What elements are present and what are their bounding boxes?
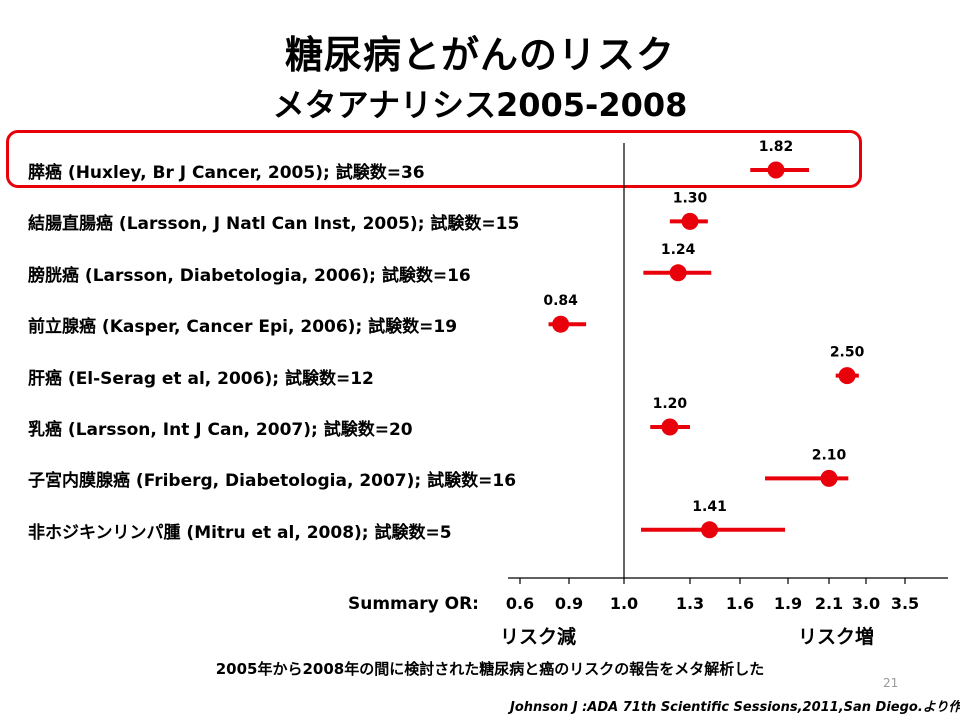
page-number: 21 (883, 676, 899, 690)
study-citation: (Huxley, Br J Cancer, 2005); 試験数=36 (67, 163, 425, 183)
x-tick-label: 1.0 (610, 594, 638, 613)
axis-prefix-label: Summary OR: (348, 594, 479, 614)
odds-ratio-label: 1.30 (673, 190, 708, 206)
study-citation: (Kasper, Cancer Epi, 2006); 試験数=19 (101, 317, 458, 338)
x-tick-label: 1.9 (774, 594, 802, 613)
odds-ratio-label: 2.10 (812, 447, 847, 463)
x-tick-label: 2.1 (815, 594, 843, 613)
cancer-type-name: 結腸直腸癌 (28, 214, 119, 235)
odds-ratio-point (552, 315, 570, 333)
odds-ratio-label: 1.82 (759, 139, 794, 155)
odds-ratio-label: 1.20 (653, 396, 688, 412)
cancer-type-name: 前立腺癌 (28, 317, 102, 338)
slide-subtitle: メタアナリシス2005-2008 (272, 86, 688, 124)
study-citation: (Larsson, Int J Can, 2007); 試験数=20 (67, 420, 413, 440)
x-tick-label: 0.6 (506, 594, 534, 613)
source-citation: Johnson J :ADA 71th Scientific Sessions,… (510, 700, 960, 715)
study-citation: (Friberg, Diabetologia, 2007); 試験数=16 (135, 471, 517, 492)
row-label: 膵癌 (Huxley, Br J Cancer, 2005); 試験数=36 (28, 158, 425, 183)
odds-ratio-label: 2.50 (830, 345, 865, 361)
odds-ratio-point (661, 418, 679, 436)
row-label: 膀胱癌 (Larsson, Diabetologia, 2006); 試験数=1… (28, 261, 471, 286)
row-label: 乳癌 (Larsson, Int J Can, 2007); 試験数=20 (28, 415, 413, 440)
odds-ratio-point (767, 161, 785, 179)
cancer-type-name: 非ホジキンリンパ腫 (28, 522, 187, 543)
odds-ratio-point (701, 521, 719, 539)
x-tick-label: 1.3 (676, 594, 704, 613)
risk-decrease-label: リスク減 (500, 626, 577, 648)
odds-ratio-label: 0.84 (543, 293, 578, 309)
row-label: 結腸直腸癌 (Larsson, J Natl Can Inst, 2005); … (28, 209, 519, 234)
odds-ratio-label: 1.41 (692, 499, 727, 515)
odds-ratio-label: 1.24 (661, 242, 696, 258)
study-citation: (El-Serag et al, 2006); 試験数=12 (67, 368, 374, 389)
x-tick-label: 0.9 (555, 594, 583, 613)
study-citation: (Larsson, Diabetologia, 2006); 試験数=16 (84, 265, 471, 286)
odds-ratio-point (669, 264, 687, 282)
highlight-box (6, 130, 862, 188)
risk-increase-label: リスク増 (798, 626, 875, 648)
caption: 2005年から2008年の間に検討された糖尿病と癌のリスクの報告をメタ解析した (215, 660, 765, 678)
cancer-type-name: 乳癌 (28, 420, 68, 440)
row-label: 前立腺癌 (Kasper, Cancer Epi, 2006); 試験数=19 (28, 312, 457, 337)
row-label: 子宮内膜腺癌 (Friberg, Diabetologia, 2007); 試験… (28, 466, 516, 491)
x-tick-label: 1.6 (726, 594, 754, 613)
row-label: 非ホジキンリンパ腫 (Mitru et al, 2008); 試験数=5 (28, 518, 452, 543)
cancer-type-name: 膵癌 (28, 163, 68, 183)
cancer-type-name: 子宮内膜腺癌 (28, 471, 136, 492)
cancer-type-name: 肝癌 (28, 368, 68, 389)
x-tick-label: 3.5 (891, 594, 919, 613)
odds-ratio-point (820, 469, 838, 487)
odds-ratio-point (838, 367, 856, 385)
x-tick-label: 3.0 (852, 594, 880, 613)
study-citation: (Mitru et al, 2008); 試験数=5 (186, 522, 452, 543)
slide-title: 糖尿病とがんのリスク (284, 33, 675, 77)
study-citation: (Larsson, J Natl Can Inst, 2005); 試験数=15 (118, 214, 520, 235)
cancer-type-name: 膀胱癌 (28, 265, 85, 286)
row-label: 肝癌 (El-Serag et al, 2006); 試験数=12 (28, 364, 374, 389)
odds-ratio-point (681, 212, 699, 230)
